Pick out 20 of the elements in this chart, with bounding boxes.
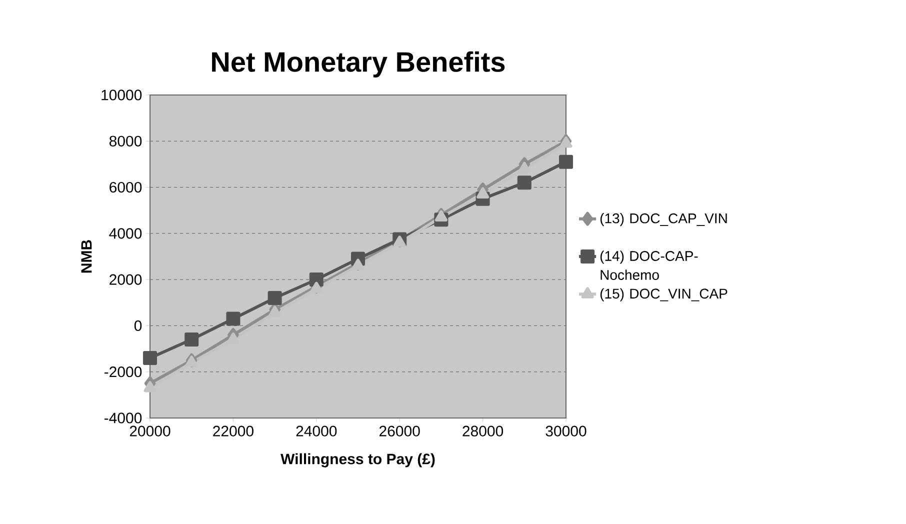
x-tick-label: 20000 (130, 426, 170, 436)
y-tick-label: -2000 (104, 366, 142, 378)
x-axis-title: Willingness to Pay (£) (280, 453, 435, 468)
legend-label: (14) DOC-CAP-Nochemo (600, 250, 698, 280)
x-tick-label: 22000 (213, 426, 254, 436)
y-tick-label: 6000 (110, 182, 142, 193)
y-tick-label: 4000 (109, 228, 142, 239)
x-tick-label: 28000 (462, 426, 504, 436)
legend-label: (15) DOC_VIN_CAP (600, 288, 728, 302)
y-tick-label: -4000 (104, 412, 142, 424)
y-tick-label: 2000 (110, 274, 142, 285)
x-tick-label: 30000 (546, 426, 586, 436)
chart-title: Net Monetary Benefits (212, 51, 505, 78)
y-tick-label: 8000 (109, 136, 142, 146)
y-axis-title: NMB (81, 240, 92, 273)
y-tick-label: 0 (134, 320, 142, 332)
x-tick-label: 26000 (380, 426, 420, 436)
y-tick-label: 10000 (102, 90, 142, 100)
x-tick-label: 24000 (296, 426, 337, 436)
legend-label: (13) DOC_CAP_VIN (600, 213, 727, 226)
